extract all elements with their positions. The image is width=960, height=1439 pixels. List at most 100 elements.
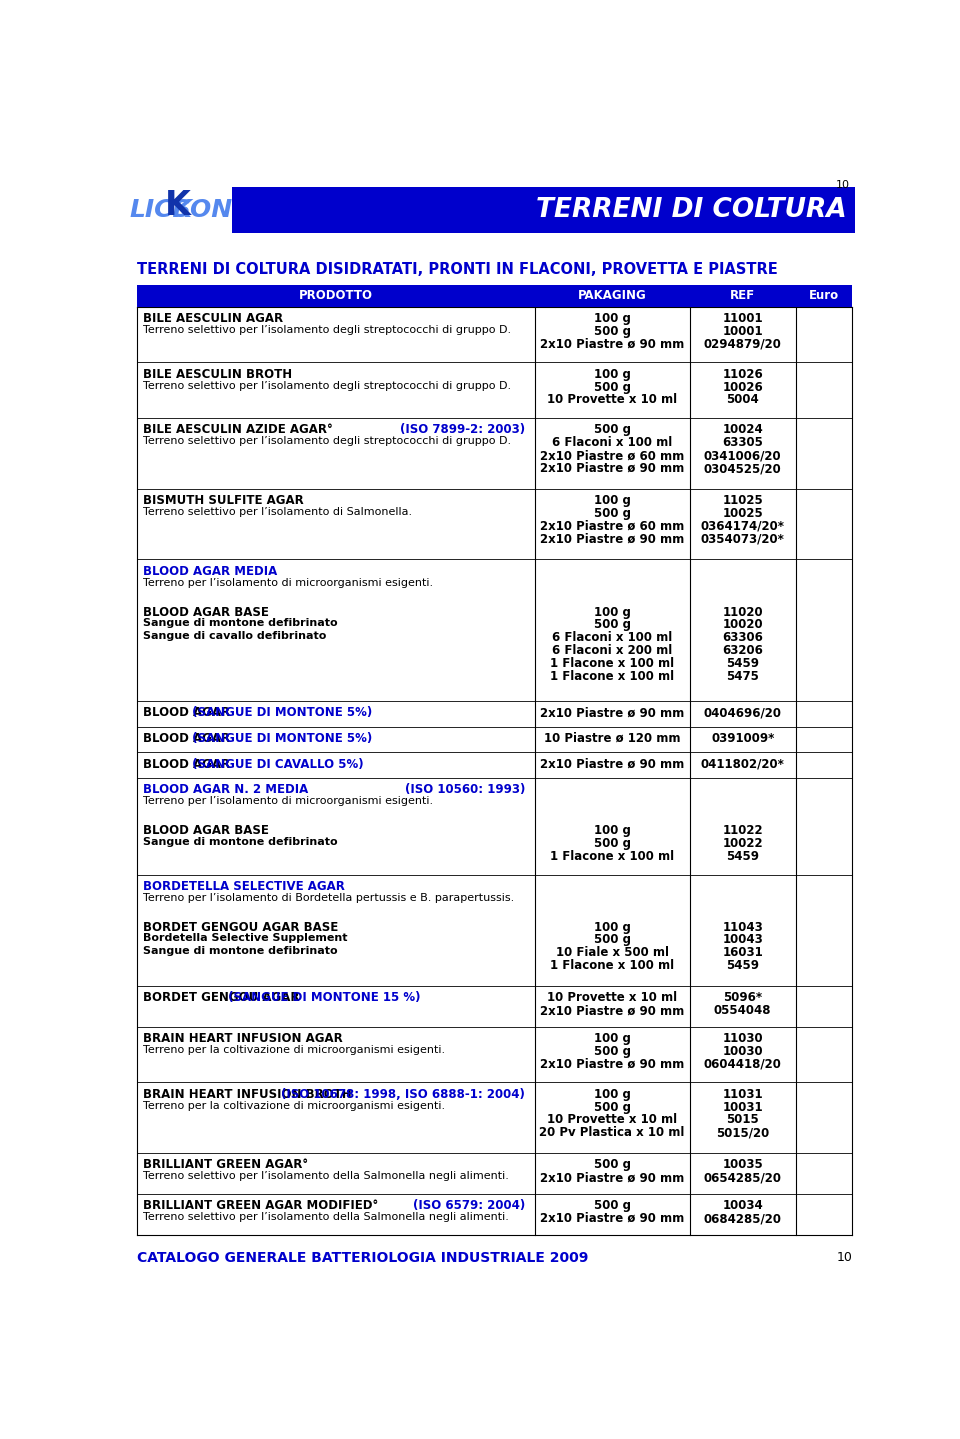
Text: 16031: 16031 (722, 947, 763, 960)
Text: BLOOD AGAR BASE: BLOOD AGAR BASE (143, 825, 269, 837)
Text: (SANGUE DI MONTONE 5%): (SANGUE DI MONTONE 5%) (188, 732, 372, 745)
Text: 63306: 63306 (722, 632, 763, 645)
Text: 5459: 5459 (726, 960, 759, 973)
Text: BILE AESCULIN AZIDE AGAR°: BILE AESCULIN AZIDE AGAR° (143, 423, 333, 436)
Text: PAKAGING: PAKAGING (578, 289, 646, 302)
Text: (SANGUE DI CAVALLO 5%): (SANGUE DI CAVALLO 5%) (188, 758, 364, 771)
Text: (ISO 6579: 2004): (ISO 6579: 2004) (413, 1199, 525, 1212)
Text: 2x10 Piastre ø 90 mm: 2x10 Piastre ø 90 mm (540, 532, 684, 545)
Text: 0364174/20*: 0364174/20* (701, 519, 784, 532)
Text: 10 Provette x 10 ml: 10 Provette x 10 ml (547, 991, 677, 1004)
Text: CATALOGO GENERALE BATTERIOLOGIA INDUSTRIALE 2009: CATALOGO GENERALE BATTERIOLOGIA INDUSTRI… (137, 1252, 588, 1265)
Text: 5096*: 5096* (723, 991, 762, 1004)
Text: (SANGUE DI MONTONE 15 %): (SANGUE DI MONTONE 15 %) (225, 991, 420, 1004)
Text: (ISO 10560: 1993): (ISO 10560: 1993) (405, 783, 525, 796)
Text: 2x10 Piastre ø 90 mm: 2x10 Piastre ø 90 mm (540, 338, 684, 351)
Text: 1 Flacone x 100 ml: 1 Flacone x 100 ml (550, 658, 674, 671)
Text: 63206: 63206 (722, 645, 763, 658)
Text: Terreno selettivo per l’isolamento della Salmonella negli alimenti.: Terreno selettivo per l’isolamento della… (143, 1212, 509, 1222)
Text: Sangue di montone defibrinato: Sangue di montone defibrinato (143, 947, 338, 957)
Text: 1 Flacone x 100 ml: 1 Flacone x 100 ml (550, 850, 674, 863)
Text: 2x10 Piastre ø 90 mm: 2x10 Piastre ø 90 mm (540, 758, 684, 771)
Text: 2x10 Piastre ø 90 mm: 2x10 Piastre ø 90 mm (540, 1171, 684, 1184)
Text: 6 Flaconi x 200 ml: 6 Flaconi x 200 ml (552, 645, 672, 658)
Text: 6 Flaconi x 100 ml: 6 Flaconi x 100 ml (552, 632, 672, 645)
Text: REF: REF (731, 289, 756, 302)
Text: 500 g: 500 g (593, 1199, 631, 1212)
Text: 63305: 63305 (722, 436, 763, 449)
Text: 10020: 10020 (722, 619, 763, 632)
Text: 1 Flacone x 100 ml: 1 Flacone x 100 ml (550, 960, 674, 973)
Text: 500 g: 500 g (593, 837, 631, 850)
Text: 11001: 11001 (722, 312, 763, 325)
Text: BLOOD AGAR: BLOOD AGAR (143, 758, 230, 771)
Text: 6 Flaconi x 100 ml: 6 Flaconi x 100 ml (552, 436, 672, 449)
Text: SON: SON (173, 197, 233, 222)
Text: 2x10 Piastre ø 90 mm: 2x10 Piastre ø 90 mm (540, 1004, 684, 1017)
Text: Terreno per l’isolamento di Bordetella pertussis e B. parapertussis.: Terreno per l’isolamento di Bordetella p… (143, 892, 515, 902)
Text: 10 Provette x 10 ml: 10 Provette x 10 ml (547, 393, 677, 406)
Text: 0654285/20: 0654285/20 (704, 1171, 781, 1184)
Text: 5459: 5459 (726, 850, 759, 863)
Text: (ISO 7899-2: 2003): (ISO 7899-2: 2003) (400, 423, 525, 436)
Text: 10030: 10030 (722, 1045, 763, 1058)
Text: 10031: 10031 (722, 1101, 763, 1114)
Text: 0294879/20: 0294879/20 (704, 338, 781, 351)
Text: 10 Piastre ø 120 mm: 10 Piastre ø 120 mm (544, 732, 681, 745)
Text: Terreno per l’isolamento di microorganismi esigenti.: Terreno per l’isolamento di microorganis… (143, 796, 433, 806)
Text: 0404696/20: 0404696/20 (704, 707, 781, 720)
Text: 0684285/20: 0684285/20 (704, 1212, 781, 1225)
Text: BORDET GENGOU AGAR: BORDET GENGOU AGAR (143, 991, 300, 1004)
Text: 100 g: 100 g (593, 368, 631, 381)
Bar (137, 285, 535, 307)
Text: 100 g: 100 g (593, 825, 631, 837)
Text: 0554048: 0554048 (714, 1004, 772, 1017)
Text: Terreno selettivo per l’isolamento di Salmonella.: Terreno selettivo per l’isolamento di Sa… (143, 507, 413, 517)
Text: 100 g: 100 g (593, 1088, 631, 1101)
Text: 5004: 5004 (727, 393, 759, 406)
Text: 11025: 11025 (722, 494, 763, 507)
Text: 10022: 10022 (722, 837, 763, 850)
Text: BRILLIANT GREEN AGAR MODIFIED°: BRILLIANT GREEN AGAR MODIFIED° (143, 1199, 378, 1212)
Bar (232, 187, 854, 233)
Text: 500 g: 500 g (593, 1045, 631, 1058)
Text: 10024: 10024 (722, 423, 763, 436)
Text: 0391009*: 0391009* (711, 732, 775, 745)
Text: 2x10 Piastre ø 90 mm: 2x10 Piastre ø 90 mm (540, 1058, 684, 1071)
Text: 10025: 10025 (722, 507, 763, 519)
Text: 100 g: 100 g (593, 606, 631, 619)
Text: Terreno selettivo per l’isolamento degli streptococchi di gruppo D.: Terreno selettivo per l’isolamento degli… (143, 381, 512, 390)
Text: TERRENI DI COLTURA: TERRENI DI COLTURA (537, 197, 847, 223)
Bar (689, 285, 796, 307)
Text: BLOOD AGAR MEDIA: BLOOD AGAR MEDIA (143, 566, 277, 578)
Text: 2x10 Piastre ø 60 mm: 2x10 Piastre ø 60 mm (540, 519, 684, 532)
Text: BLOOD AGAR N. 2 MEDIA: BLOOD AGAR N. 2 MEDIA (143, 783, 308, 796)
Text: 11026: 11026 (722, 368, 763, 381)
Text: Terreno selettivo per l’isolamento della Salmonella negli alimenti.: Terreno selettivo per l’isolamento della… (143, 1171, 509, 1181)
Text: 100 g: 100 g (593, 921, 631, 934)
Text: 0304525/20: 0304525/20 (704, 462, 781, 475)
Text: 11031: 11031 (722, 1088, 763, 1101)
Text: (ISO 10678: 1998, ISO 6888-1: 2004): (ISO 10678: 1998, ISO 6888-1: 2004) (281, 1088, 525, 1101)
Text: 500 g: 500 g (593, 423, 631, 436)
Text: 500 g: 500 g (593, 1101, 631, 1114)
Text: BORDETELLA SELECTIVE AGAR: BORDETELLA SELECTIVE AGAR (143, 879, 346, 894)
Text: 5475: 5475 (727, 671, 759, 684)
Text: 10035: 10035 (722, 1158, 763, 1171)
Text: 500 g: 500 g (593, 1158, 631, 1171)
Text: 20 Pv Plastica x 10 ml: 20 Pv Plastica x 10 ml (540, 1127, 684, 1140)
Text: 500 g: 500 g (593, 381, 631, 394)
Text: K: K (165, 190, 191, 222)
Text: Sangue di montone defibrinato: Sangue di montone defibrinato (143, 619, 338, 629)
Text: 10 Provette x 10 ml: 10 Provette x 10 ml (547, 1114, 677, 1127)
Text: 2x10 Piastre ø 90 mm: 2x10 Piastre ø 90 mm (540, 707, 684, 720)
Text: BRAIN HEART INFUSION AGAR: BRAIN HEART INFUSION AGAR (143, 1032, 343, 1045)
Text: Terreno per l’isolamento di microorganismi esigenti.: Terreno per l’isolamento di microorganis… (143, 577, 433, 587)
Text: 2x10 Piastre ø 90 mm: 2x10 Piastre ø 90 mm (540, 462, 684, 475)
Text: Terreno per la coltivazione di microorganismi esigenti.: Terreno per la coltivazione di microorga… (143, 1101, 445, 1111)
Text: 100 g: 100 g (593, 312, 631, 325)
Text: Euro: Euro (809, 289, 839, 302)
Text: 5459: 5459 (726, 658, 759, 671)
Text: BLOOD AGAR BASE: BLOOD AGAR BASE (143, 606, 269, 619)
Text: 0411802/20*: 0411802/20* (701, 758, 784, 771)
